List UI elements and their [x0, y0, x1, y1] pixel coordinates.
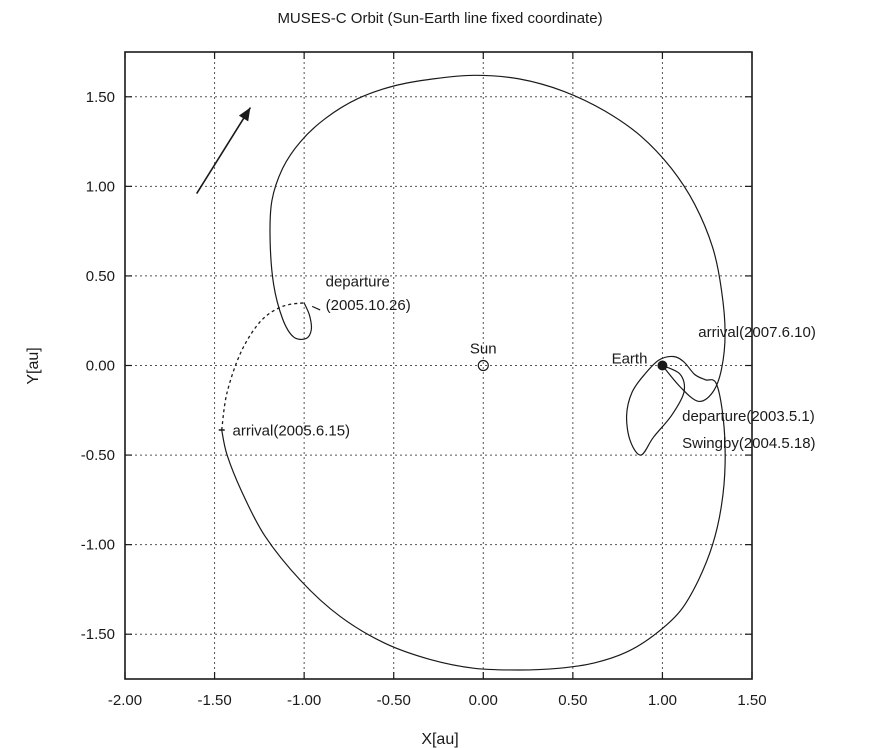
x-tick-label: 0.50: [558, 692, 587, 709]
orbit-path: [221, 355, 726, 671]
annotation-label: departure(2003.5.1): [682, 408, 815, 425]
y-tick-label: 1.50: [86, 89, 115, 106]
annotations: Sun Earth departure (2005.10.26) arrival(200…: [232, 274, 815, 452]
x-tick-label: -1.00: [287, 692, 321, 709]
y-tick-label: -1.00: [81, 537, 115, 554]
y-tick-label: -0.50: [81, 447, 115, 464]
chart-title: MUSES-C Orbit (Sun-Earth line fixed coor…: [277, 10, 602, 27]
x-tick-label: 1.00: [648, 692, 677, 709]
orbit-paths: [221, 74, 726, 671]
annotation-label: (2005.10.26): [326, 297, 411, 314]
markers: [195, 107, 668, 431]
orbit-path: [269, 74, 726, 402]
annotation-label: arrival(2005.6.15): [232, 422, 350, 439]
direction-arrow-shaft: [195, 107, 252, 194]
plot-frame: [124, 51, 753, 680]
departure-leader-line: [311, 305, 321, 311]
annotation-label: Swingby(2004.5.18): [682, 435, 815, 452]
sun-label: Sun: [470, 341, 497, 358]
orbit-path-dashed: [221, 302, 305, 431]
y-axis-title: Y[au]: [25, 347, 42, 384]
x-tick-label: -2.00: [108, 692, 142, 709]
y-tick-label: 0.50: [86, 268, 115, 285]
x-tick-label: -0.50: [377, 692, 411, 709]
y-tick-label: 1.00: [86, 178, 115, 195]
annotation-label: departure: [326, 274, 390, 291]
x-tick-label: -1.50: [197, 692, 231, 709]
direction-arrow-head: [238, 107, 251, 122]
earth-marker: [657, 360, 668, 371]
sun-marker: [477, 359, 489, 372]
x-tick-label: 0.00: [469, 692, 498, 709]
earth-label: Earth: [612, 351, 648, 368]
annotation-label: arrival(2007.6.10): [698, 324, 816, 341]
x-tick-label: 1.50: [737, 692, 766, 709]
x-axis-title: X[au]: [421, 731, 458, 748]
axis-ticks: -2.00 -1.50 -1.00 -0.50 0.00 0.50 1.00 1.50 1.50…: [81, 52, 767, 709]
y-tick-label: -1.50: [81, 626, 115, 643]
y-tick-label: 0.00: [86, 358, 115, 375]
